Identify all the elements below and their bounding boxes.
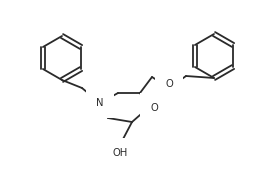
Text: O: O — [165, 79, 173, 89]
Text: O: O — [150, 103, 158, 113]
Text: N: N — [96, 98, 104, 108]
Text: OH: OH — [112, 148, 128, 158]
